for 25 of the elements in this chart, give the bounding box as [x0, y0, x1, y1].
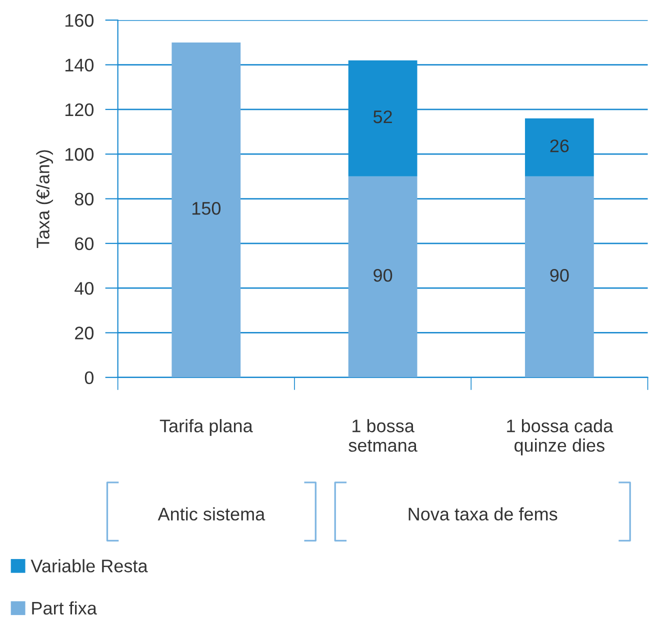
x-tick-label: Tarifa plana	[160, 419, 253, 436]
x-tick-label: 1 bossa cada quinze dies	[507, 419, 614, 456]
y-tick-label: 0	[84, 371, 94, 384]
data-label: 150	[192, 202, 221, 215]
data-label: 90	[374, 268, 392, 282]
y-axis-title: Taxa (€/any)	[36, 150, 53, 248]
y-tick-label: 20	[75, 326, 94, 340]
data-label: 90	[550, 268, 569, 282]
data-label: 52	[373, 110, 392, 124]
legend-label: Variable Resta	[30, 559, 148, 572]
y-tick-label: 80	[74, 192, 94, 206]
legend-label: Part fixa	[32, 601, 97, 615]
bar	[524, 176, 594, 378]
y-tick-label: 60	[75, 237, 94, 250]
y-tick-label: 140	[65, 58, 94, 72]
y-tick-label: 100	[65, 148, 94, 161]
x-tick-label: 1 bossa setmana	[348, 419, 418, 452]
y-tick-label: 40	[74, 282, 94, 295]
data-label: 26	[550, 139, 569, 152]
text: Antic sistema	[158, 507, 266, 521]
y-tick-label: 160	[65, 14, 94, 27]
y-tick-label: 120	[65, 103, 94, 116]
bar	[172, 42, 241, 378]
text: Nova taxa de fems	[408, 507, 558, 521]
bar	[348, 176, 418, 378]
